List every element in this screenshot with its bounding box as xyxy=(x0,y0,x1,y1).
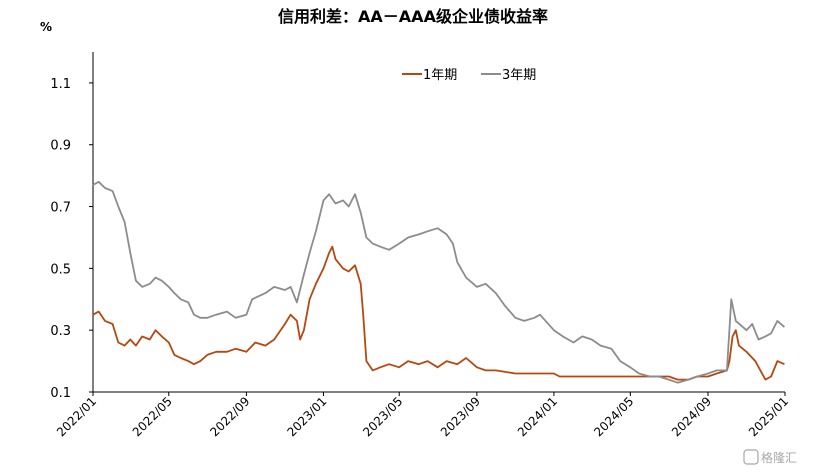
legend-label-3y: 3年期 xyxy=(502,68,536,83)
y-tick-label: 0.9 xyxy=(50,139,71,154)
y-tick-label: 0.7 xyxy=(50,201,71,216)
x-tick-label: 2024/09 xyxy=(669,394,714,439)
x-tick-label: 2024/01 xyxy=(515,394,560,439)
watermark-text: 格隆汇 xyxy=(761,450,797,465)
x-ticks: 2022/01 2022/05 2022/09 2023/01 2023/05 2023/… xyxy=(54,392,791,439)
legend: 1年期 3年期 xyxy=(402,68,536,83)
y-tick-label: 1.1 xyxy=(50,77,71,92)
plot-frame xyxy=(92,52,785,393)
y-ticks: 0.1 0.3 0.5 0.7 0.9 1.1 xyxy=(50,77,93,401)
legend-label-1y: 1年期 xyxy=(423,68,457,83)
x-tick-label: 2022/09 xyxy=(207,394,252,439)
watermark: 格隆汇 xyxy=(743,449,797,465)
series-line-3y xyxy=(92,180,785,384)
y-unit-label: % xyxy=(40,20,52,34)
series-line-1y xyxy=(92,245,785,381)
chart-title: 信用利差：AA－AAA级企业债收益率 xyxy=(278,7,548,26)
series-group xyxy=(92,180,785,384)
x-tick-label: 2023/09 xyxy=(438,394,483,439)
x-tick-label: 2025/01 xyxy=(746,394,791,439)
y-tick-label: 0.1 xyxy=(50,386,71,401)
x-tick-label: 2023/05 xyxy=(360,394,405,439)
x-tick-label: 2024/05 xyxy=(591,394,636,439)
x-tick-label: 2023/01 xyxy=(284,394,329,439)
x-tick-label: 2022/05 xyxy=(130,394,175,439)
y-tick-label: 0.3 xyxy=(50,324,71,339)
y-tick-label: 0.5 xyxy=(50,262,71,277)
watermark-logo-icon xyxy=(743,449,759,465)
